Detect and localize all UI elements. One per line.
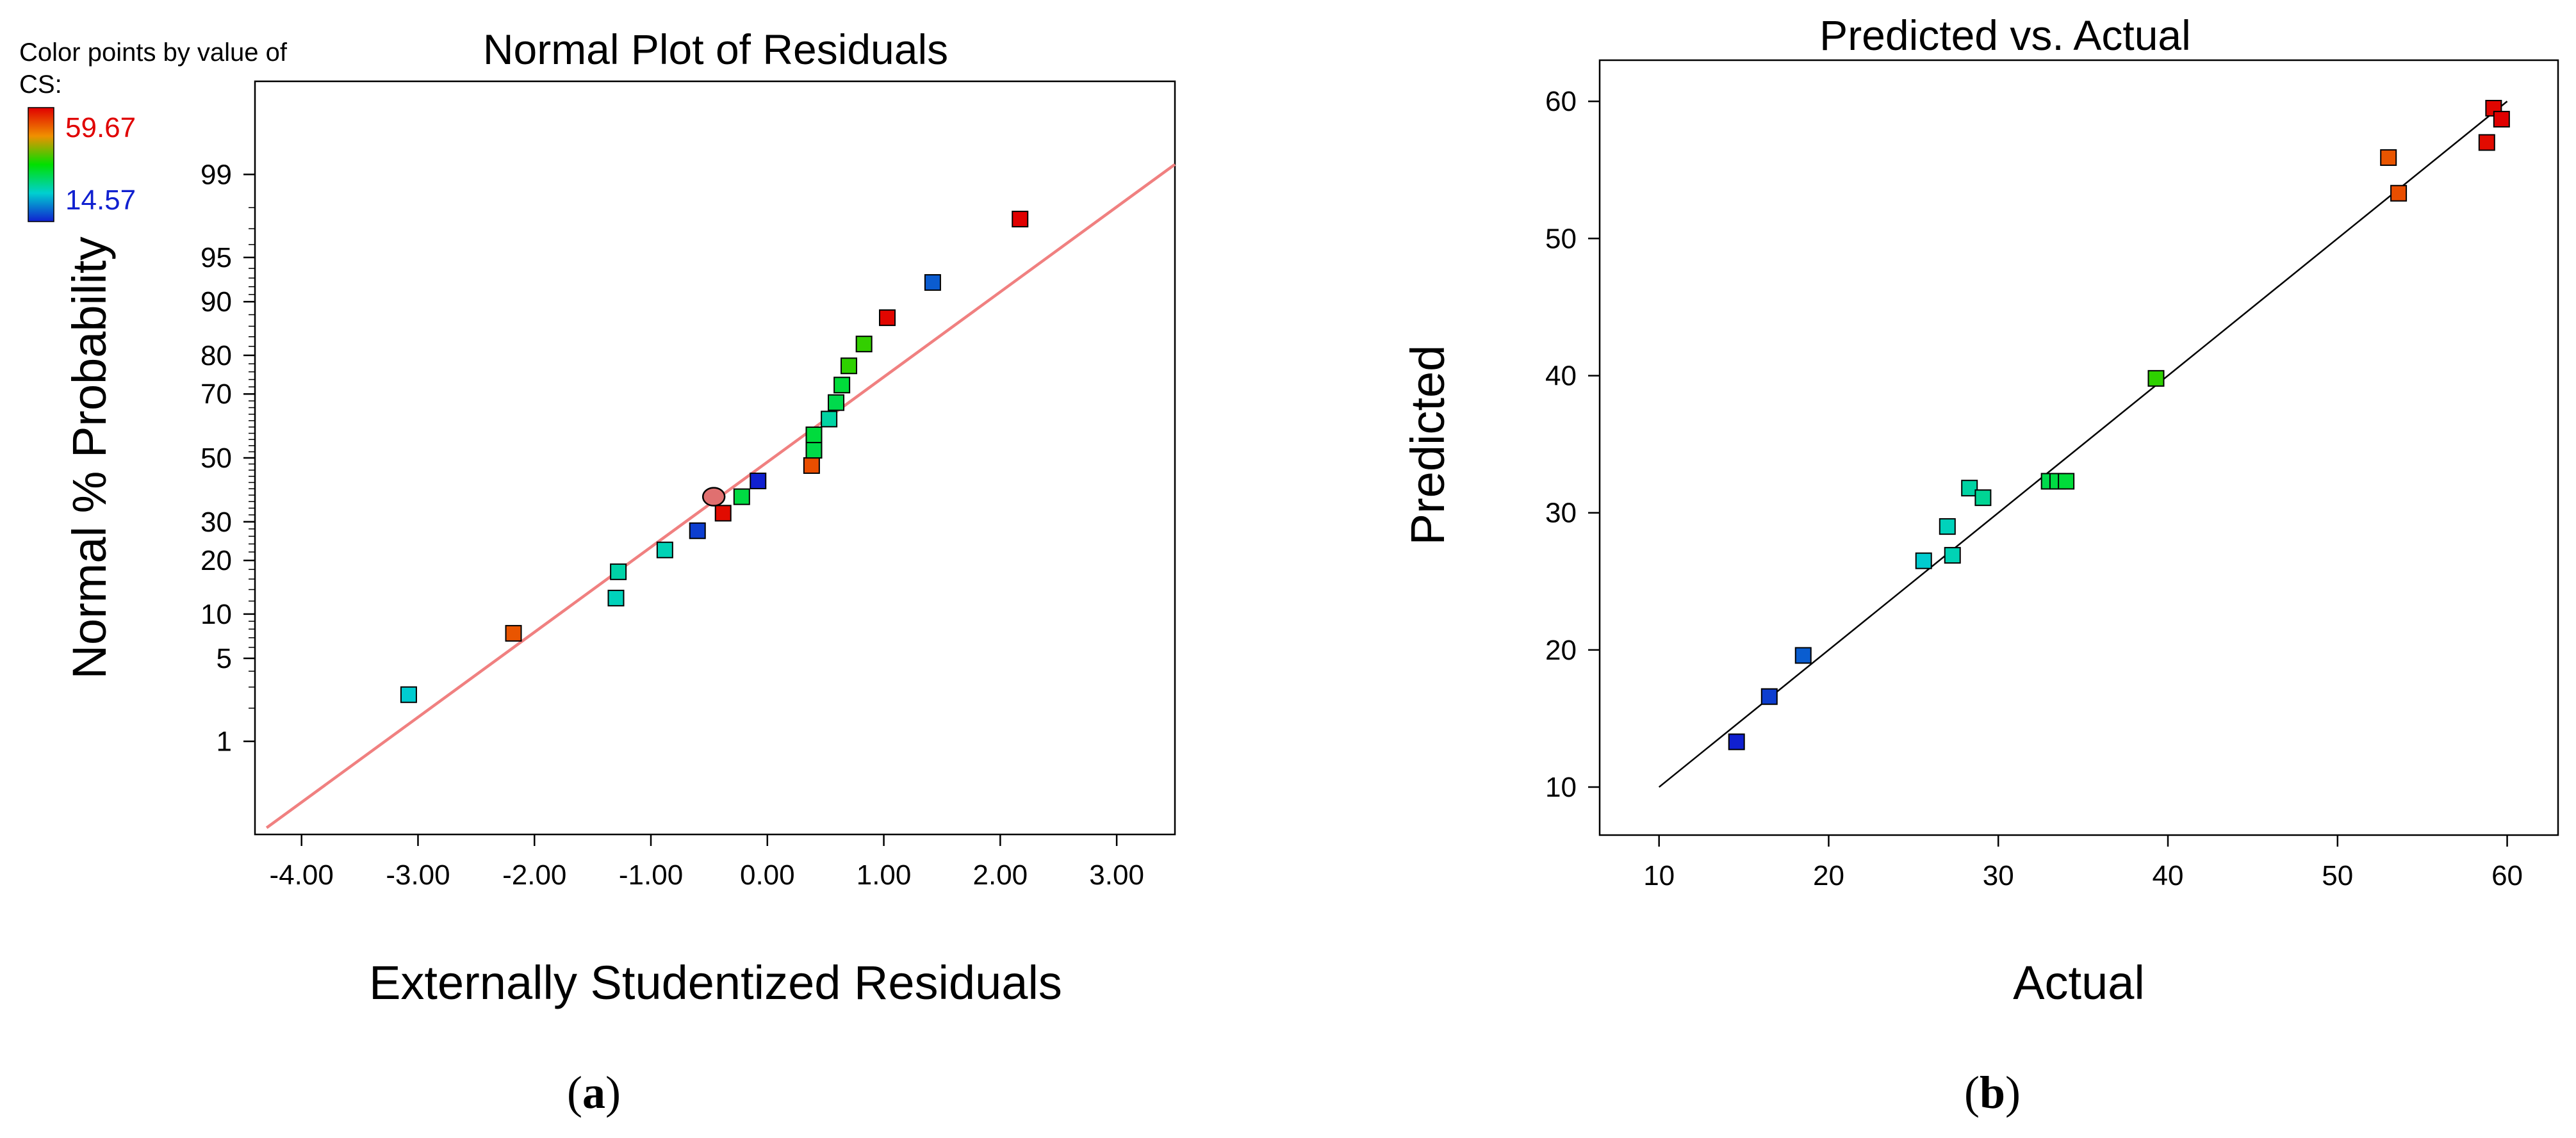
x-tick-label: -4.00: [270, 859, 334, 891]
x-tick-label: -3.00: [386, 859, 450, 891]
x-axis-title: Externally Studentized Residuals: [369, 956, 1062, 1009]
x-tick-label: 40: [2153, 860, 2184, 891]
residual-point: [803, 457, 820, 474]
x-tick-label: 0.00: [740, 859, 795, 891]
prediction-point: [1915, 552, 1932, 569]
panel-label-open: (: [1964, 1067, 1980, 1118]
prediction-point: [2058, 473, 2075, 490]
y-tick-label: 30: [201, 507, 232, 538]
residual-point: [805, 442, 823, 459]
identity-line: [1658, 101, 2508, 788]
y-tick-label: 70: [201, 378, 232, 410]
prediction-point: [1961, 480, 1978, 497]
x-tick-label: 60: [2491, 860, 2523, 891]
prediction-point: [1974, 489, 1992, 507]
legend-color-bar: [28, 107, 54, 222]
x-axis-title: Actual: [2013, 956, 2145, 1009]
prediction-point: [1728, 733, 1745, 751]
y-tick-label: 99: [201, 159, 232, 190]
y-tick-label: 50: [1545, 223, 1577, 254]
y-tick-label: 5: [217, 643, 232, 674]
x-tick-label: 2.00: [973, 859, 1028, 891]
prediction-point: [1760, 688, 1778, 705]
x-tick-label: 10: [1643, 860, 1675, 891]
prediction-point: [1939, 518, 1956, 535]
prediction-point: [1794, 647, 1812, 664]
x-tick-label: 20: [1813, 860, 1844, 891]
residual-point: [656, 541, 673, 558]
residual-point: [855, 336, 873, 353]
residual-point: [805, 427, 823, 444]
y-tick-label: 20: [201, 545, 232, 576]
data-points: [1728, 99, 2510, 751]
y-axis-title: Predicted: [1401, 345, 1454, 546]
reference-line: [1658, 101, 2508, 788]
x-tick-label: 50: [2322, 860, 2353, 891]
highlighted-point: [701, 487, 726, 507]
y-axis: 10 20 30 40 50 60: [1545, 86, 1600, 803]
y-axis: 1 5 10 20 30 50 70 80 90 95 99: [201, 159, 255, 758]
residual-point: [1012, 211, 1029, 228]
x-tick-label: 3.00: [1089, 859, 1144, 891]
legend-title-line2: CS:: [19, 70, 62, 99]
residual-point: [879, 309, 896, 327]
y-tick-label: 10: [1545, 772, 1577, 803]
residual-point: [714, 505, 732, 522]
y-tick-label: 20: [1545, 635, 1577, 666]
x-tick-label: 30: [1983, 860, 2014, 891]
x-axis: 10 20 30 40 50 60: [1643, 835, 2523, 891]
prediction-point: [2147, 370, 2165, 387]
y-tick-label: 50: [201, 443, 232, 474]
prediction-point: [2493, 111, 2510, 128]
data-points: [400, 211, 1029, 703]
panel-label-b: (b): [1964, 1067, 2021, 1118]
residual-point: [505, 624, 522, 642]
chart-title: Predicted vs. Actual: [1819, 12, 2191, 59]
panel-label-close: ): [605, 1067, 621, 1118]
x-tick-label: 1.00: [857, 859, 912, 891]
residual-point: [750, 472, 767, 489]
legend-min-label: 14.57: [65, 184, 136, 216]
residual-point: [610, 563, 627, 580]
residual-point: [828, 394, 845, 411]
legend-max-label: 59.67: [65, 112, 136, 143]
residual-point: [733, 488, 750, 505]
residual-point: [607, 589, 625, 606]
residual-point: [821, 410, 838, 428]
y-tick-label: 95: [201, 242, 232, 273]
y-tick-label: 80: [201, 340, 232, 371]
y-tick-label: 90: [201, 286, 232, 318]
panel-label-close: ): [2005, 1067, 2021, 1118]
predicted-vs-actual-panel: Predicted vs. Actual 10 20 30 40 50 60 10 20 30…: [1401, 12, 2559, 1118]
residual-point: [841, 357, 858, 375]
prediction-point: [2478, 134, 2495, 151]
y-tick-label: 40: [1545, 361, 1577, 392]
residual-point: [833, 377, 851, 394]
residual-point: [400, 686, 417, 703]
x-axis: -4.00 -3.00 -2.00 -1.00 0.00 1.00 2.00 3.00: [270, 834, 1144, 891]
y-tick-label: 1: [217, 726, 232, 758]
prediction-point: [2390, 184, 2408, 202]
panel-label-a: (a): [567, 1067, 621, 1118]
plot-frame: [1598, 59, 2559, 836]
y-tick-label: 10: [201, 599, 232, 630]
color-legend: Color points by value of CS: 59.67 14.57: [19, 38, 288, 222]
plot-frame: [254, 80, 1176, 836]
x-tick-label: -2.00: [502, 859, 566, 891]
y-tick-label: 60: [1545, 86, 1577, 117]
normal-plot-panel: Color points by value of CS: 59.67 14.57…: [19, 26, 1176, 1118]
y-tick-label: 30: [1545, 498, 1577, 529]
y-axis-title: Normal % Probability: [63, 237, 116, 679]
legend-title-line1: Color points by value of: [19, 38, 288, 67]
prediction-point: [2380, 149, 2397, 167]
prediction-point: [1944, 547, 1961, 564]
panel-label-open: (: [567, 1067, 582, 1118]
residual-point: [924, 274, 941, 291]
panel-label-letter: a: [582, 1067, 605, 1118]
x-tick-label: -1.00: [619, 859, 683, 891]
chart-title: Normal Plot of Residuals: [483, 26, 948, 73]
residual-point: [689, 522, 706, 539]
panel-label-letter: b: [1980, 1067, 2005, 1118]
